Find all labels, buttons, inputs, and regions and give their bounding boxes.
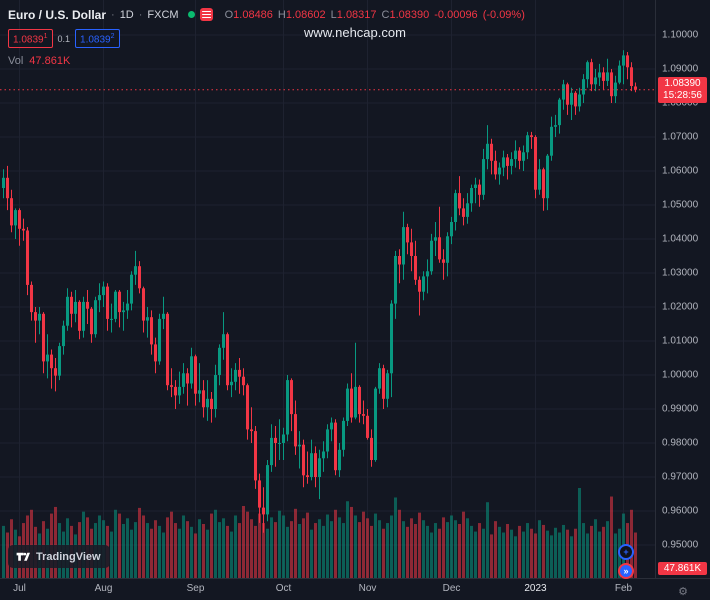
time-axis-label: Aug	[94, 583, 113, 594]
quick-trade-button[interactable]: +	[618, 544, 634, 560]
interval-label[interactable]: 1D	[119, 8, 134, 21]
time-axis-label: Jul	[13, 583, 26, 594]
bid-price-badge[interactable]: 1.08391	[8, 29, 53, 49]
price-axis-label: 1.08000	[662, 97, 699, 109]
spread-value: 0.1	[57, 33, 71, 44]
price-axis-label: 0.97000	[662, 471, 699, 483]
chart-floating-buttons: + »	[618, 544, 634, 579]
change-percent: (-0.09%)	[482, 8, 525, 21]
market-status-icon	[187, 11, 195, 18]
price-axis-label: 0.96000	[662, 505, 699, 517]
gear-icon[interactable]: ⚙	[678, 585, 688, 598]
price-axis-label: 1.10000	[662, 29, 699, 41]
close-value: 1.08390	[389, 8, 430, 21]
exchange-label: FXCM	[147, 8, 179, 21]
separator: ·	[138, 8, 143, 21]
separator: ·	[111, 8, 115, 21]
price-scale[interactable]: 0.95000 0.96000 0.97000 0.98000 0.99000 1.000…	[655, 0, 710, 578]
volume-indicator-legend: Vol 47.861K	[8, 55, 525, 67]
price-axis-label: 1.01000	[662, 335, 699, 347]
scroll-to-latest-button[interactable]: »	[618, 563, 634, 579]
price-axis-label: 1.04000	[662, 233, 699, 245]
high-value: 1.08602	[285, 8, 326, 21]
legend-menu-icon[interactable]	[199, 8, 213, 21]
time-axis-label: 2023	[524, 583, 547, 594]
time-axis-label: Dec	[442, 583, 461, 594]
price-axis-label: 1.02000	[662, 301, 699, 313]
time-axis-label: Nov	[358, 583, 377, 594]
price-axis-label: 1.06000	[662, 165, 699, 177]
ohlc-values: O1.08486 H1.08602 L1.08317 C1.08390 -0.0…	[224, 8, 525, 21]
price-axis-label: 0.98000	[662, 437, 699, 449]
change-value: -0.00096	[434, 8, 478, 21]
time-axis-label: Feb	[614, 583, 633, 594]
last-price-badge: 1.08390 15:28:56	[658, 76, 707, 103]
price-axis-label: 0.95000	[662, 539, 699, 551]
price-axis-label: 1.05000	[662, 199, 699, 211]
symbol-title[interactable]: Euro / U.S. Dollar	[8, 7, 107, 22]
tradingview-logo-text: TradingView	[36, 550, 101, 563]
bar-countdown: 15:28:56	[663, 89, 702, 101]
chart-legend: Euro / U.S. Dollar · 1D · FXCM O1.08486 …	[8, 7, 525, 67]
price-axis-label: 1.00000	[662, 369, 699, 381]
time-axis-label: Oct	[275, 583, 292, 594]
price-axis-label: 0.99000	[662, 403, 699, 415]
price-axis-label: 1.09000	[662, 63, 699, 75]
watermark-text: www.nehcap.com	[304, 25, 406, 40]
ask-price-badge[interactable]: 1.08392	[75, 29, 120, 49]
volume-label: Vol	[8, 55, 24, 68]
open-value: 1.08486	[233, 8, 273, 21]
tradingview-logo-icon	[16, 552, 30, 561]
tradingview-logo[interactable]: TradingView	[8, 545, 110, 568]
volume-value: 47.861K	[29, 55, 71, 68]
last-price-value: 1.08390	[664, 77, 701, 89]
time-scale[interactable]: Jul Aug Sep Oct Nov Dec 2023 Feb	[0, 578, 710, 600]
price-axis-label: 1.03000	[662, 267, 699, 279]
time-axis-label: Sep	[186, 583, 205, 594]
volume-axis-badge: 47.861K	[658, 562, 707, 575]
price-axis-label: 1.07000	[662, 131, 699, 143]
low-value: 1.08317	[336, 8, 377, 21]
